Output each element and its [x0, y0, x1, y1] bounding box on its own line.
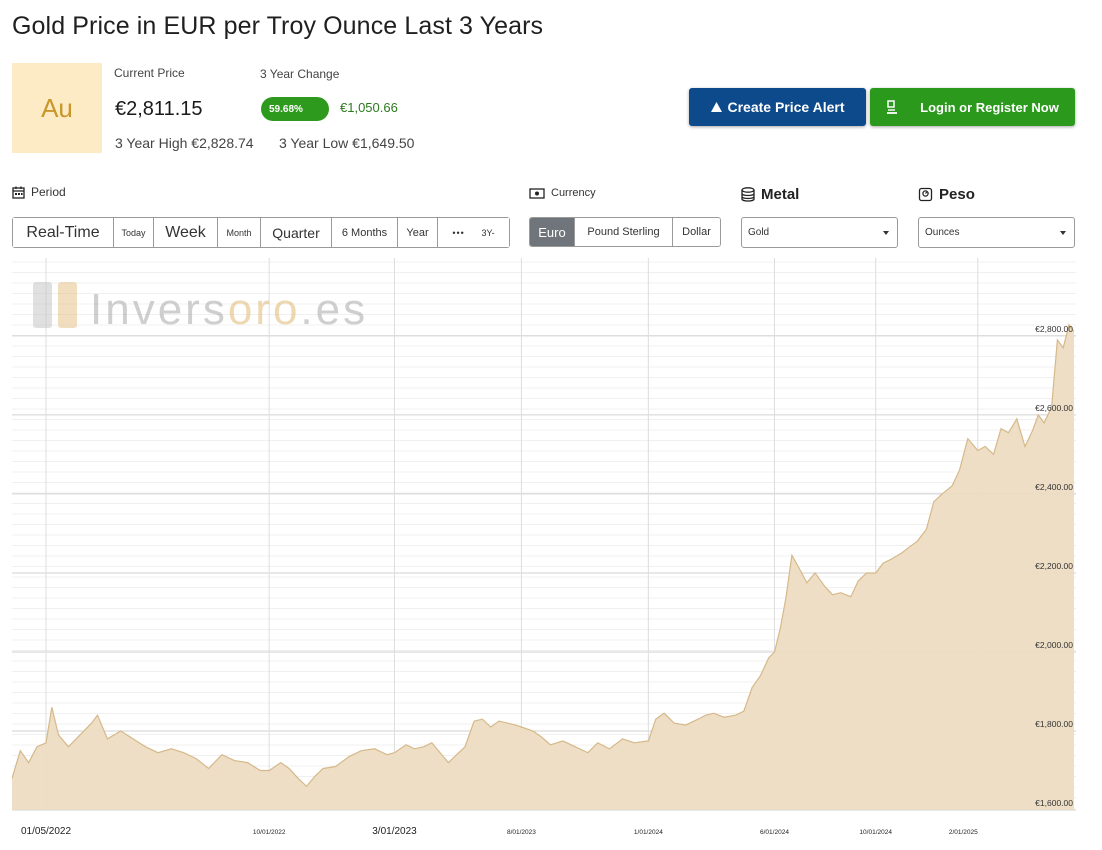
metal-symbol-badge: Au: [12, 63, 102, 153]
period-more[interactable]: ••• 3Y-: [438, 218, 509, 247]
price-line: [11, 323, 1075, 788]
x-tick-label: 1/01/2024: [634, 829, 663, 836]
chart-area-series: [11, 323, 1075, 810]
metal-dropdown[interactable]: Gold: [741, 217, 898, 248]
currency-label-text: Currency: [551, 187, 596, 199]
period-three-years: 3Y-: [481, 227, 495, 238]
price-area-fill: [12, 324, 1074, 810]
period-section-label: Period: [12, 185, 66, 199]
scale-weight-icon: [918, 187, 933, 202]
watermark-silver-bar: [33, 282, 52, 328]
period-six-months[interactable]: 6 Months: [332, 218, 398, 247]
metal-label-text: Metal: [761, 186, 800, 203]
price-area-chart[interactable]: €1,600.00 €1,800.00 €2,000.00 €2,200.00 €2,4…: [11, 258, 1076, 850]
period-realtime[interactable]: Real-Time: [13, 218, 114, 247]
x-tick-label: 01/05/2022: [21, 826, 71, 837]
y-tick-label: €2,400.00: [1035, 482, 1073, 492]
period-year[interactable]: Year: [398, 218, 438, 247]
y-axis: €1,600.00 €1,800.00 €2,000.00 €2,200.00 €2,4…: [1035, 324, 1073, 808]
x-axis: 01/05/2022 10/01/2022 3/01/2023 8/01/2023 1/…: [21, 826, 978, 837]
x-tick-label: 2/01/2025: [949, 829, 978, 836]
x-tick-label: 8/01/2023: [507, 829, 536, 836]
x-tick-label: 10/01/2024: [859, 829, 892, 836]
weight-section-label: Peso: [918, 186, 975, 203]
y-tick-label: €2,000.00: [1035, 640, 1073, 650]
currency-selector: Euro Pound Sterling Dollar: [529, 217, 721, 247]
banknote-icon: [529, 187, 545, 199]
period-today[interactable]: Today: [114, 218, 154, 247]
metal-section-label: Metal: [741, 186, 799, 203]
create-price-alert-button[interactable]: Create Price Alert: [689, 88, 866, 126]
three-year-high: 3 Year High €2,828.74: [115, 135, 254, 151]
y-tick-label: €2,800.00: [1035, 324, 1073, 334]
watermark-logo: Inversoro.es: [33, 282, 368, 334]
weight-selected-value: Ounces: [925, 227, 960, 238]
y-tick-label: €2,600.00: [1035, 403, 1073, 413]
create-price-alert-label: Create Price Alert: [727, 99, 845, 115]
x-tick-label: 10/01/2022: [253, 829, 286, 836]
chevron-down-icon: [883, 230, 889, 235]
more-dots-icon: •••: [452, 227, 465, 238]
change-percent-text: 59.68%: [269, 103, 303, 115]
y-tick-label: €1,800.00: [1035, 719, 1073, 729]
watermark-text: Inversoro.es: [90, 285, 368, 334]
price-chart[interactable]: €1,600.00 €1,800.00 €2,000.00 €2,200.00 €2,4…: [11, 258, 1076, 850]
chevron-down-icon: [1060, 230, 1066, 235]
period-label-text: Period: [31, 185, 66, 199]
period-week[interactable]: Week: [154, 218, 218, 247]
currency-dollar[interactable]: Dollar: [673, 218, 720, 246]
period-month[interactable]: Month: [218, 218, 261, 247]
period-quarter[interactable]: Quarter: [261, 218, 332, 247]
change-percent-badge: 59.68%: [261, 97, 329, 121]
current-price-value: €2,811.15: [115, 98, 203, 120]
current-price-label: Current Price: [114, 66, 185, 80]
login-register-label: Login or Register Now: [920, 99, 1059, 115]
calendar-icon: [12, 186, 25, 199]
y-tick-label: €2,200.00: [1035, 561, 1073, 571]
weight-dropdown[interactable]: Ounces: [918, 217, 1075, 248]
y-tick-label: €1,600.00: [1035, 798, 1073, 808]
watermark-gold-bar: [58, 282, 77, 328]
coins-stack-icon: [741, 187, 755, 202]
three-year-change-label: 3 Year Change: [260, 67, 340, 81]
watermark-prefix: Invers: [90, 285, 228, 334]
x-tick-label: 6/01/2024: [760, 829, 789, 836]
x-tick-label: 3/01/2023: [372, 826, 417, 837]
page-title: Gold Price in EUR per Troy Ounce Last 3 …: [12, 12, 544, 40]
currency-pound-sterling[interactable]: Pound Sterling: [575, 218, 673, 246]
login-register-button[interactable]: Login or Register Now: [870, 88, 1075, 126]
metal-selected-value: Gold: [748, 227, 770, 238]
three-year-low: 3 Year Low €1,649.50: [279, 135, 415, 151]
watermark-accent: oro: [228, 285, 301, 334]
weight-label-text: Peso: [939, 186, 975, 203]
change-absolute-value: €1,050.66: [340, 100, 398, 115]
period-selector: Real-Time Today Week Month Quarter 6 Mon…: [12, 217, 510, 248]
currency-section-label: Currency: [529, 187, 596, 199]
triangle-up-icon: [710, 102, 722, 112]
currency-euro[interactable]: Euro: [530, 218, 575, 246]
watermark-suffix: .es: [300, 285, 368, 334]
user-icon: [887, 100, 898, 114]
